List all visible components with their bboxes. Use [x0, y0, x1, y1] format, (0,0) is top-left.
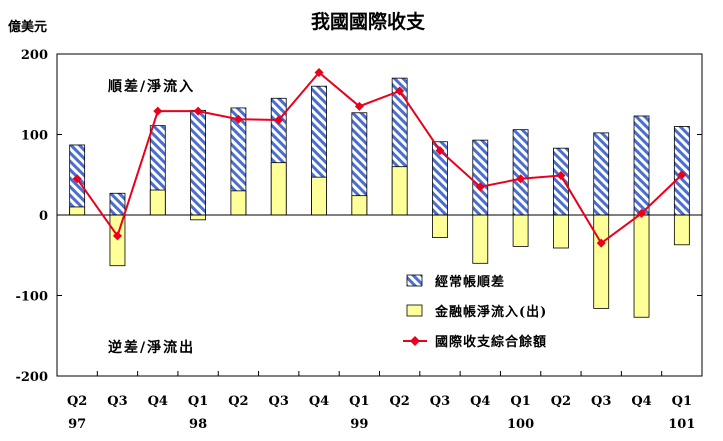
chart-title: 我國國際收支	[311, 10, 426, 33]
overall-balance-point	[72, 174, 82, 184]
x-tick-label-quarter: Q3	[430, 394, 450, 409]
x-tick-label-quarter: Q2	[228, 394, 248, 409]
x-tick-label-quarter: Q1	[188, 394, 208, 409]
legend-swatch-financial-account	[406, 304, 423, 317]
y-tick-label: 200	[21, 48, 48, 63]
legend-label: 經常帳順差	[435, 274, 505, 290]
x-tick-label-quarter: Q4	[631, 394, 651, 409]
overall-balance-point	[193, 106, 203, 116]
x-tick-label-year: 97	[68, 417, 86, 432]
y-tick-label: -100	[15, 290, 48, 305]
overall-balance-point	[233, 114, 243, 124]
financial-account-bar	[633, 214, 650, 318]
deficit-annotation: 逆差/淨流出	[108, 339, 195, 356]
overall-balance-point	[153, 106, 163, 116]
overall-balance-point	[596, 238, 606, 248]
y-tick-label: -200	[15, 370, 48, 385]
financial-account-bar	[69, 206, 86, 216]
overall-balance-polyline	[76, 71, 683, 245]
x-tick-label-year: 100	[507, 417, 534, 432]
x-tick-label-quarter: Q4	[470, 394, 490, 409]
y-axis: -200 -100 0 100 200	[15, 48, 702, 385]
x-tick-label-quarter: Q2	[551, 394, 571, 409]
legend-swatch-balance-marker	[410, 336, 420, 346]
overall-balance-point	[112, 231, 122, 241]
financial-account-bar	[673, 214, 690, 246]
x-axis: Q2 97 Q3 Q4 Q1 98 Q2 Q3 Q4 Q1 99 Q2 Q3 Q4 Q1 100 Q2 Q3 Q4 Q…	[56, 371, 703, 432]
financial-account-bar	[391, 166, 408, 216]
current-account-bar	[109, 192, 126, 216]
x-tick-label-quarter: Q4	[309, 394, 329, 409]
current-account-bar	[512, 129, 529, 216]
financial-account-bar	[472, 214, 489, 264]
current-account-bar	[190, 109, 206, 216]
legend-swatch-current-account	[406, 274, 423, 287]
financial-account-bar	[230, 190, 247, 216]
x-tick-label-quarter: Q3	[269, 394, 289, 409]
financial-account-bar	[149, 189, 166, 216]
y-tick-label: 0	[39, 209, 48, 224]
current-account-bar	[593, 132, 610, 216]
x-tick-label-quarter: Q3	[591, 394, 611, 409]
x-tick-label-quarter: Q4	[148, 394, 168, 409]
current-account-bar	[553, 147, 569, 216]
x-tick-label-year: 99	[350, 417, 368, 432]
overall-balance-point	[637, 208, 647, 218]
financial-account-bar	[512, 214, 529, 247]
financial-account-bar	[432, 214, 448, 238]
overall-balance-point	[395, 86, 405, 96]
x-tick-label-quarter: Q1	[672, 394, 692, 409]
overall-balance-point	[516, 174, 526, 184]
current-account-bar	[633, 115, 650, 216]
overall-balance-point	[475, 182, 485, 192]
overall-balance-point	[435, 146, 445, 156]
current-account-bar	[472, 139, 489, 216]
x-tick-label-year: 101	[668, 417, 695, 432]
surplus-annotation: 順差/淨流入	[108, 78, 195, 95]
financial-account-bar	[270, 162, 287, 216]
x-tick-label-quarter: Q2	[389, 394, 409, 409]
financial-account-bar	[593, 214, 610, 309]
x-tick-label-quarter: Q1	[510, 394, 530, 409]
financial-account-bar	[190, 214, 206, 221]
x-tick-label-year: 98	[189, 417, 207, 432]
financial-account-bar	[311, 176, 327, 216]
financial-account-bar	[351, 195, 368, 216]
y-axis-unit-label: 億美元	[8, 19, 47, 35]
financial-account-bar	[553, 214, 569, 249]
overall-balance-point	[274, 115, 284, 125]
x-tick-label-quarter: Q2	[67, 394, 87, 409]
y-tick-label: 100	[21, 129, 48, 144]
x-tick-label-quarter: Q1	[349, 394, 369, 409]
overall-balance-point	[354, 101, 364, 111]
legend-label: 金融帳淨流入(出)	[434, 304, 547, 320]
overall-balance-line	[72, 68, 687, 248]
x-tick-label-quarter: Q3	[107, 394, 127, 409]
legend-label: 國際收支綜合餘額	[435, 334, 547, 350]
overall-balance-point	[556, 171, 566, 181]
overall-balance-point	[677, 170, 687, 180]
overall-balance-point	[314, 68, 324, 78]
